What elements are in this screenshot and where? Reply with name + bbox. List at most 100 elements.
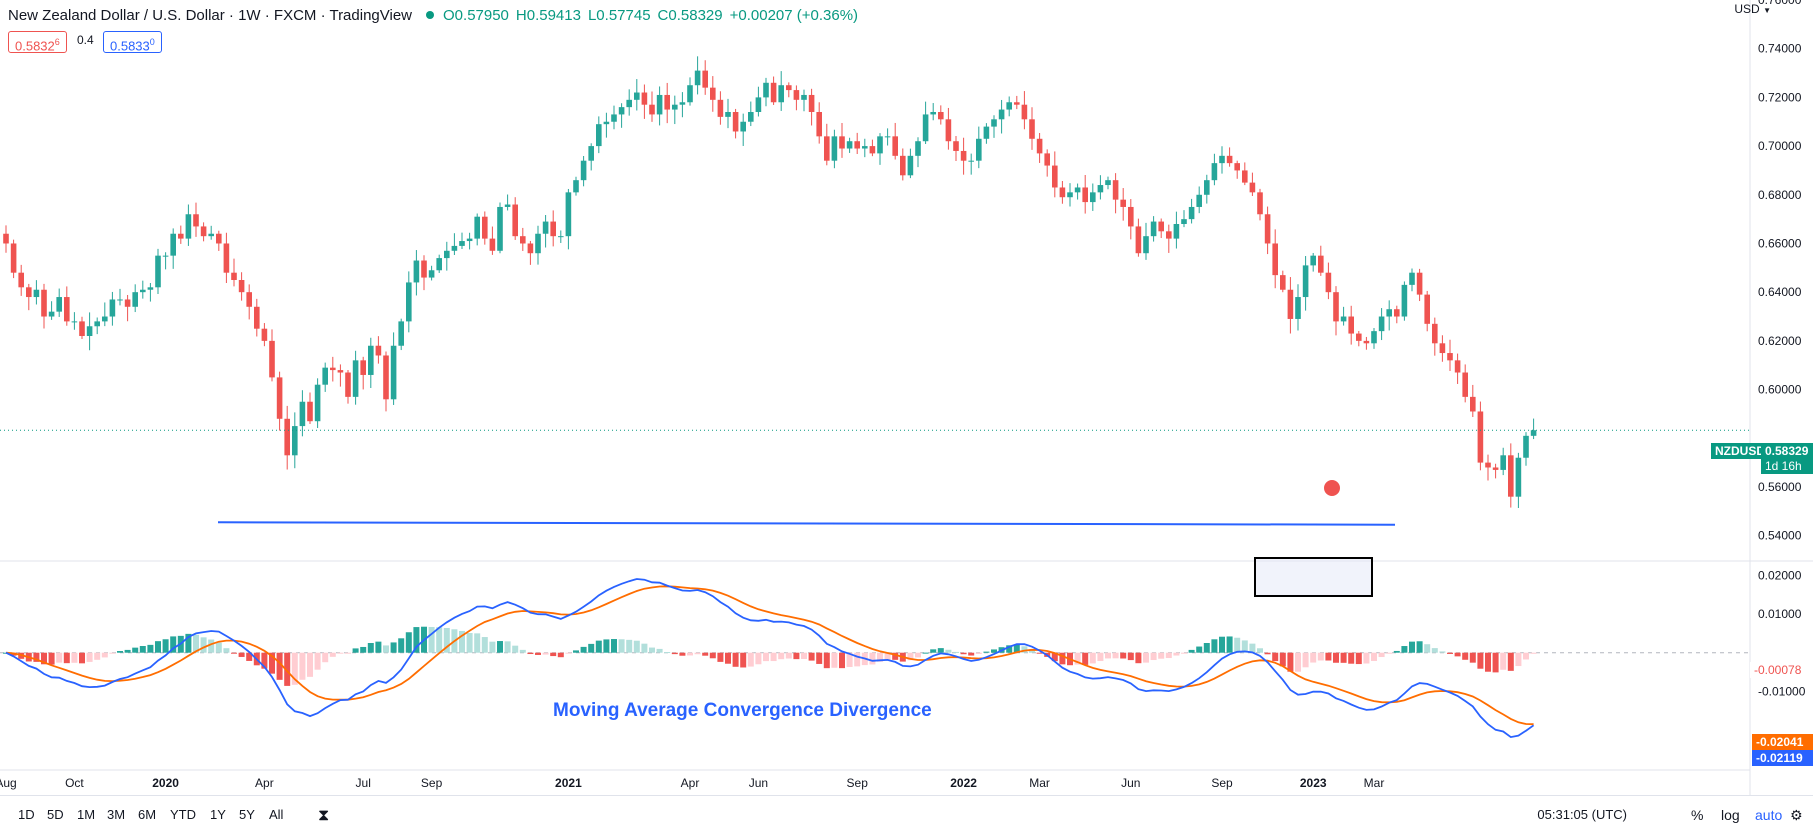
macd-histogram-bar — [1226, 636, 1233, 653]
buy-button[interactable]: 0.58330 — [103, 31, 162, 53]
macd-histogram-bar — [732, 652, 739, 667]
sell-price: 0.5832 — [15, 38, 55, 54]
macd-histogram-bar — [1234, 637, 1241, 653]
range-ytd-button[interactable]: YTD — [170, 807, 196, 822]
price-axis-tick: 0.68000 — [1758, 188, 1802, 202]
candle-body — [786, 85, 792, 91]
macd-histogram-bar — [1416, 641, 1423, 653]
chart-canvas[interactable]: 0.76000 0.74000 0.72000 0.70000 0.68000 0.660… — [0, 0, 1813, 795]
macd-histogram-bar — [481, 637, 488, 653]
macd-histogram-bar — [1097, 652, 1104, 662]
macd-histogram-bar — [1006, 645, 1013, 653]
candle-body — [892, 136, 898, 156]
range-3m-button[interactable]: 3M — [107, 807, 126, 822]
candle-body — [770, 82, 777, 103]
date-range-icon[interactable]: ⧗ — [318, 807, 330, 824]
macd-histogram-bar — [679, 652, 686, 656]
macd-histogram-bar — [892, 652, 899, 660]
macd-histogram-bar — [747, 652, 754, 667]
macd-histogram-bar — [185, 633, 192, 653]
candle-body — [162, 255, 169, 257]
macd-histogram-bar — [694, 652, 701, 655]
macd-histogram-bar — [983, 651, 990, 653]
macd-histogram-bar — [466, 633, 473, 653]
chart-header: New Zealand Dollar / U.S. Dollar · 1W · … — [8, 4, 865, 26]
candle-body — [314, 384, 321, 422]
gear-icon[interactable]: ⚙ — [1790, 807, 1803, 823]
sell-button[interactable]: 0.58326 — [8, 31, 67, 53]
candle-body — [922, 114, 929, 142]
macd-histogram-bar — [1196, 646, 1203, 653]
macd-histogram-bar — [1089, 652, 1096, 664]
range-5d-button[interactable]: 5D — [47, 807, 64, 822]
macd-histogram-bar — [535, 652, 541, 655]
macd-histogram-bar — [367, 643, 374, 653]
candle-body — [254, 306, 260, 329]
candle-body — [1067, 192, 1073, 198]
macd-histogram-bar — [1507, 652, 1514, 671]
candle-body — [140, 289, 146, 293]
candle-body — [375, 345, 382, 356]
candle-body — [352, 360, 359, 397]
macd-histogram-bar — [1424, 644, 1431, 653]
candle-body — [1492, 467, 1499, 470]
macd-histogram-bar — [1059, 652, 1066, 665]
log-toggle[interactable]: log — [1721, 807, 1740, 823]
macd-histogram-bar — [215, 642, 222, 653]
candle-body — [178, 233, 184, 239]
range-1d-button[interactable]: 1D — [18, 807, 35, 822]
candle-body — [907, 155, 914, 176]
candle-body — [1249, 182, 1256, 193]
signal-tag: -0.02041 — [1752, 734, 1813, 750]
auto-toggle[interactable]: auto — [1755, 807, 1783, 823]
candle-body — [132, 292, 138, 307]
macd-histogram-bar — [823, 652, 830, 669]
range-1m-button[interactable]: 1M — [77, 807, 96, 822]
currency-selector[interactable]: USD ▼ — [1734, 2, 1771, 16]
macd-histogram-bar — [991, 649, 997, 653]
range-5y-button[interactable]: 5Y — [239, 807, 255, 822]
range-6m-button[interactable]: 6M — [138, 807, 157, 822]
macd-histogram-bar — [512, 645, 519, 653]
candle-body — [1318, 255, 1324, 273]
candle-body — [1280, 275, 1286, 290]
high-value: H0.59413 — [515, 6, 581, 24]
candle-body — [1264, 214, 1271, 244]
macd-histogram-bar — [1401, 646, 1408, 653]
candle-body — [854, 141, 860, 149]
macd-histogram-bar — [1477, 652, 1484, 669]
candle-body — [504, 204, 511, 207]
candle-body — [322, 367, 328, 385]
macd-histogram-bar — [1317, 652, 1324, 661]
candle-body — [482, 216, 488, 239]
macd-histogram-bar — [846, 652, 853, 667]
macd-histogram-bar — [390, 642, 397, 653]
macd-histogram-bar — [1143, 652, 1149, 663]
macd-histogram-bar — [960, 652, 967, 655]
time-axis-tick: Aug — [0, 776, 17, 790]
macd-histogram-bar — [1036, 652, 1043, 654]
candle-body — [1416, 272, 1423, 295]
range-all-button[interactable]: All — [269, 807, 284, 822]
candle-body — [489, 238, 496, 251]
candle-body — [725, 112, 731, 117]
macd-histogram-bar — [291, 652, 298, 685]
macd-histogram-bar — [1135, 652, 1142, 664]
candle-body — [94, 321, 100, 327]
symbol-title[interactable]: New Zealand Dollar / U.S. Dollar · 1W · … — [8, 6, 413, 24]
candle-body — [466, 238, 473, 242]
candle-body — [1006, 102, 1012, 110]
candle-body — [900, 155, 906, 176]
percent-toggle[interactable]: % — [1691, 807, 1704, 823]
candle-body — [1447, 353, 1453, 361]
candle-body — [801, 94, 807, 100]
macd-histogram-bar — [48, 652, 55, 665]
candle-body — [1485, 462, 1491, 468]
range-1y-button[interactable]: 1Y — [210, 807, 226, 822]
macd-axis-tick: -0.01000 — [1758, 684, 1806, 698]
candle-body — [71, 321, 78, 323]
candle-body — [1394, 309, 1400, 317]
macd-histogram-bar — [641, 643, 648, 653]
macd-histogram-bar — [284, 652, 291, 686]
macd-histogram-bar — [785, 652, 792, 659]
